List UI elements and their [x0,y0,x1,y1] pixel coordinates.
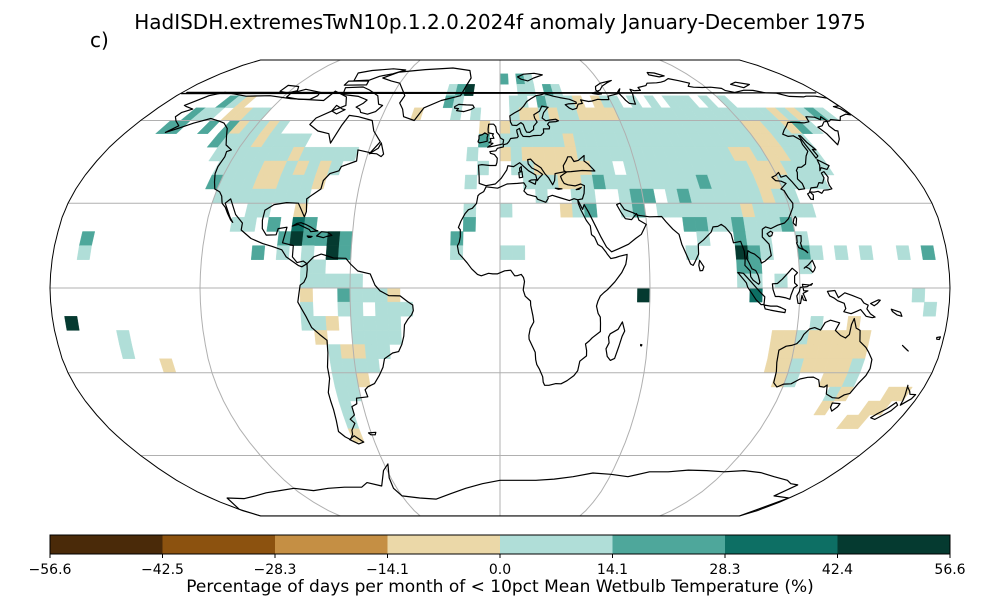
colorbar-tick-label: −42.5 [141,562,184,578]
coastline-philippines-mindanao [803,259,816,273]
coastline-madagascar [605,321,626,361]
grid-cell [846,414,871,429]
world-map [49,59,951,517]
meridian-line [349,60,421,516]
grid-cell [76,245,92,260]
coastline-sumatra [737,271,766,306]
coastline-java [763,304,787,314]
coastline-japan-hokkaido [816,159,830,172]
grid-cell [64,316,80,331]
coastline-mauritius [640,343,643,347]
grid-cell [685,245,700,260]
coastline-devon-island [343,80,370,86]
colorbar-tick-label: −56.6 [29,562,72,578]
coastline-jamaica [306,235,313,238]
colorbar-bin [387,535,501,554]
coastline-borneo [771,267,799,300]
coastline-hainan [766,230,774,238]
coastline-sicily [528,179,537,185]
coastlines [164,67,941,516]
grid-cell [858,245,874,260]
coastline-kyushu [807,191,814,201]
grid-cell [920,245,936,260]
panel-label: c) [90,28,109,52]
coastline-cuba [291,222,319,233]
colorbar-tick-label: 14.1 [597,562,628,578]
coastline-hispaniola [316,231,333,239]
coastline-sri-lanka [698,259,705,272]
colorbar-tick-label: −14.1 [366,562,409,578]
coastline-japan-honshu [809,171,833,194]
grid-cell [895,245,911,260]
coastline-solomon-islands [890,308,903,317]
coastline-africa [456,182,628,386]
grid-cell [922,301,938,317]
coastline-new-zealand-north [899,384,917,406]
coastline-australia [773,317,873,399]
coastline-ireland [477,132,489,144]
colorbar-bin [612,535,726,554]
coastline-greenland [382,67,472,122]
grid-cell [813,400,835,416]
coastline-philippines-luzon [795,235,809,254]
coastline-crete [554,187,563,190]
coastline-tierra-del-fuego [349,435,365,445]
grid-cell [119,344,136,359]
coastline-fiji [936,336,941,341]
grid-cell [512,245,526,260]
coastline-sulawesi [796,282,813,305]
coastline-iceland [454,103,475,113]
coastline-new-guinea [826,289,876,319]
coastline-wrangel-island [180,91,817,95]
coastline-south-america [297,253,414,441]
meridian-line [579,60,651,516]
colorbar-bin [162,535,276,554]
coastline-southampton-island [331,104,346,115]
coastline-britain [487,123,505,148]
coastline-sardinia [518,171,524,179]
colorbar-bin [50,535,163,554]
colorbar-tick-label: 28.3 [709,562,740,578]
coastline-novaya-zemlya [591,79,612,95]
map-boundary [49,59,951,517]
colorbar-tick-label: 42.4 [822,562,853,578]
coastline-corsica [519,166,523,172]
coastline-severnaya-zemlya [646,71,665,78]
map-title: HadISDH.extremesTwN10p.1.2.0.2024f anoma… [134,10,866,34]
coastline-new-britain [870,299,881,307]
coastline-banks-island [279,84,300,94]
coastline-north-america [164,90,381,268]
graticule [50,60,950,516]
meridian-line [199,60,341,516]
coastline-sakhalin [798,135,819,159]
coastline-antarctica [226,463,799,516]
coastline-svalbard [516,72,543,82]
colorbar-bin [837,535,951,554]
grid-cell [449,245,464,260]
coastline-newfoundland [368,142,385,158]
coastline-new-zealand-south [870,401,899,420]
coastline-eurasia [477,78,852,285]
anomaly-cells [64,73,938,443]
grid-cell [833,245,849,260]
coastline-new-siberian-islands [730,81,750,89]
colorbar-bin [500,535,613,554]
colorbar-bin [275,535,388,554]
colorbar-bin [725,535,838,554]
colorbar-tick-label: −28.3 [254,562,297,578]
coastline-taiwan [792,215,798,227]
colorbar-tick-label: 56.6 [934,562,965,578]
coastline-cyprus [575,186,582,191]
colorbar-tick-label: 0.0 [489,562,511,578]
coastline-new-caledonia [901,344,909,352]
coastline-falklands [367,431,377,436]
coastline-victoria-island [286,88,321,100]
grid-cell [250,245,266,260]
coastline-tasmania [829,402,841,412]
grid-cell [464,174,478,190]
colorbar-label: Percentage of days per month of < 10pct … [186,577,814,597]
